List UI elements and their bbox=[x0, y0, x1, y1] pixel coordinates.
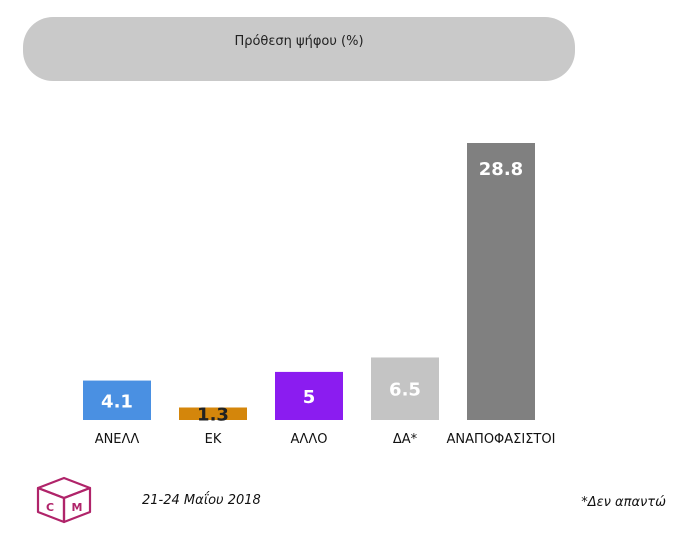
category-label-4: ΑΝΑΠΟΦΑΣΙΣΤΟΙ bbox=[447, 432, 556, 447]
category-label-3: ΔΑ* bbox=[393, 432, 418, 447]
chart-title-banner: Πρόθεση ψήφου (%) bbox=[23, 17, 575, 81]
bar-3 bbox=[371, 357, 439, 420]
data-label-2: 5 bbox=[303, 387, 316, 408]
bar-1 bbox=[179, 407, 247, 420]
data-label-3: 6.5 bbox=[389, 380, 421, 401]
data-label-0: 4.1 bbox=[101, 391, 133, 412]
footnote: *Δεν απαντώ bbox=[581, 495, 666, 510]
category-label-0: ΑΝΕΛΛ bbox=[95, 432, 140, 447]
category-label-1: ΕΚ bbox=[205, 432, 222, 447]
survey-date: 21-24 Μαΐου 2018 bbox=[142, 493, 261, 508]
cm-logo: C M bbox=[36, 476, 92, 524]
bar-2 bbox=[275, 371, 343, 420]
logo-letter-c: C bbox=[46, 501, 54, 514]
logo-letter-m: M bbox=[72, 501, 83, 514]
data-label-4: 28.8 bbox=[479, 159, 523, 180]
bar-0 bbox=[83, 380, 151, 420]
category-label-2: ΑΛΛΟ bbox=[291, 432, 328, 447]
chart-title: Πρόθεση ψήφου (%) bbox=[234, 33, 364, 49]
data-label-1: 1.3 bbox=[197, 405, 229, 426]
bar-4 bbox=[467, 143, 535, 420]
